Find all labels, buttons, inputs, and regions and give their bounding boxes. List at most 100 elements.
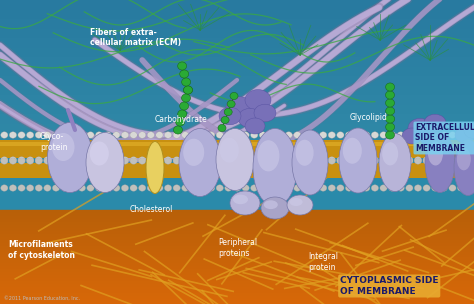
Ellipse shape <box>294 185 301 191</box>
Ellipse shape <box>242 185 249 191</box>
Ellipse shape <box>78 132 85 138</box>
Ellipse shape <box>428 141 443 165</box>
Ellipse shape <box>147 132 155 138</box>
Text: Fibers of extra-
cellular matrix (ECM): Fibers of extra- cellular matrix (ECM) <box>90 28 181 47</box>
Ellipse shape <box>420 130 440 146</box>
Ellipse shape <box>183 86 192 94</box>
Ellipse shape <box>178 110 187 118</box>
Ellipse shape <box>466 132 474 138</box>
Ellipse shape <box>285 157 292 163</box>
Ellipse shape <box>199 157 206 163</box>
Ellipse shape <box>18 158 25 164</box>
Ellipse shape <box>138 132 146 138</box>
Ellipse shape <box>182 185 189 191</box>
Ellipse shape <box>218 124 226 132</box>
Ellipse shape <box>225 132 232 138</box>
Ellipse shape <box>319 185 327 191</box>
Text: Integral
protein: Integral protein <box>308 252 338 272</box>
Ellipse shape <box>466 185 474 191</box>
Ellipse shape <box>138 157 146 163</box>
Ellipse shape <box>221 116 229 124</box>
Ellipse shape <box>302 157 310 163</box>
Ellipse shape <box>164 185 172 191</box>
Ellipse shape <box>268 158 275 164</box>
Ellipse shape <box>78 158 85 164</box>
Ellipse shape <box>208 157 215 163</box>
Ellipse shape <box>380 158 387 164</box>
Ellipse shape <box>423 185 430 191</box>
Ellipse shape <box>311 132 318 138</box>
Ellipse shape <box>44 157 51 163</box>
Ellipse shape <box>183 139 204 166</box>
Ellipse shape <box>87 157 94 163</box>
Ellipse shape <box>53 132 60 138</box>
Ellipse shape <box>397 185 404 191</box>
Ellipse shape <box>268 132 275 138</box>
Ellipse shape <box>219 107 241 125</box>
Ellipse shape <box>259 157 266 163</box>
Ellipse shape <box>95 132 103 138</box>
Text: Peripheral
proteins: Peripheral proteins <box>218 238 257 258</box>
Ellipse shape <box>371 157 379 163</box>
Ellipse shape <box>346 158 353 164</box>
Ellipse shape <box>104 158 111 164</box>
Ellipse shape <box>466 158 474 164</box>
Ellipse shape <box>156 158 163 164</box>
Ellipse shape <box>406 157 413 163</box>
Ellipse shape <box>296 140 314 166</box>
Ellipse shape <box>182 158 189 164</box>
Ellipse shape <box>138 185 146 191</box>
Bar <box>0 163 474 178</box>
Ellipse shape <box>402 128 422 144</box>
Ellipse shape <box>423 157 430 163</box>
Ellipse shape <box>226 97 254 119</box>
Ellipse shape <box>199 158 206 164</box>
Ellipse shape <box>104 157 111 163</box>
Ellipse shape <box>27 157 34 163</box>
Ellipse shape <box>242 157 249 163</box>
Ellipse shape <box>216 129 254 191</box>
Ellipse shape <box>87 185 94 191</box>
Ellipse shape <box>276 185 284 191</box>
Ellipse shape <box>339 128 377 193</box>
Ellipse shape <box>449 157 456 163</box>
Ellipse shape <box>70 158 77 164</box>
Ellipse shape <box>311 158 318 164</box>
Ellipse shape <box>432 157 439 163</box>
Ellipse shape <box>457 132 465 138</box>
Ellipse shape <box>104 185 111 191</box>
Ellipse shape <box>113 185 120 191</box>
Ellipse shape <box>397 132 404 138</box>
Ellipse shape <box>53 158 60 164</box>
Ellipse shape <box>337 132 344 138</box>
Ellipse shape <box>113 132 120 138</box>
Ellipse shape <box>414 132 421 138</box>
Ellipse shape <box>423 158 430 164</box>
Ellipse shape <box>251 132 258 138</box>
Ellipse shape <box>382 142 398 165</box>
Ellipse shape <box>182 94 191 102</box>
Ellipse shape <box>254 104 276 122</box>
Ellipse shape <box>380 185 387 191</box>
Ellipse shape <box>130 158 137 164</box>
Ellipse shape <box>179 129 221 196</box>
Ellipse shape <box>245 90 271 110</box>
Text: Cholesterol: Cholesterol <box>130 206 173 215</box>
Ellipse shape <box>406 185 413 191</box>
Ellipse shape <box>397 158 404 164</box>
Ellipse shape <box>113 157 120 163</box>
Ellipse shape <box>180 70 189 78</box>
Ellipse shape <box>414 157 421 163</box>
Ellipse shape <box>457 158 465 164</box>
Text: Glyco-
protein: Glyco- protein <box>40 132 67 152</box>
Ellipse shape <box>156 185 163 191</box>
Ellipse shape <box>220 138 239 163</box>
Ellipse shape <box>164 157 172 163</box>
Ellipse shape <box>457 185 465 191</box>
Ellipse shape <box>259 158 266 164</box>
Ellipse shape <box>233 195 248 204</box>
Ellipse shape <box>121 132 128 138</box>
Ellipse shape <box>380 132 387 138</box>
Ellipse shape <box>233 157 241 163</box>
Ellipse shape <box>164 132 172 138</box>
